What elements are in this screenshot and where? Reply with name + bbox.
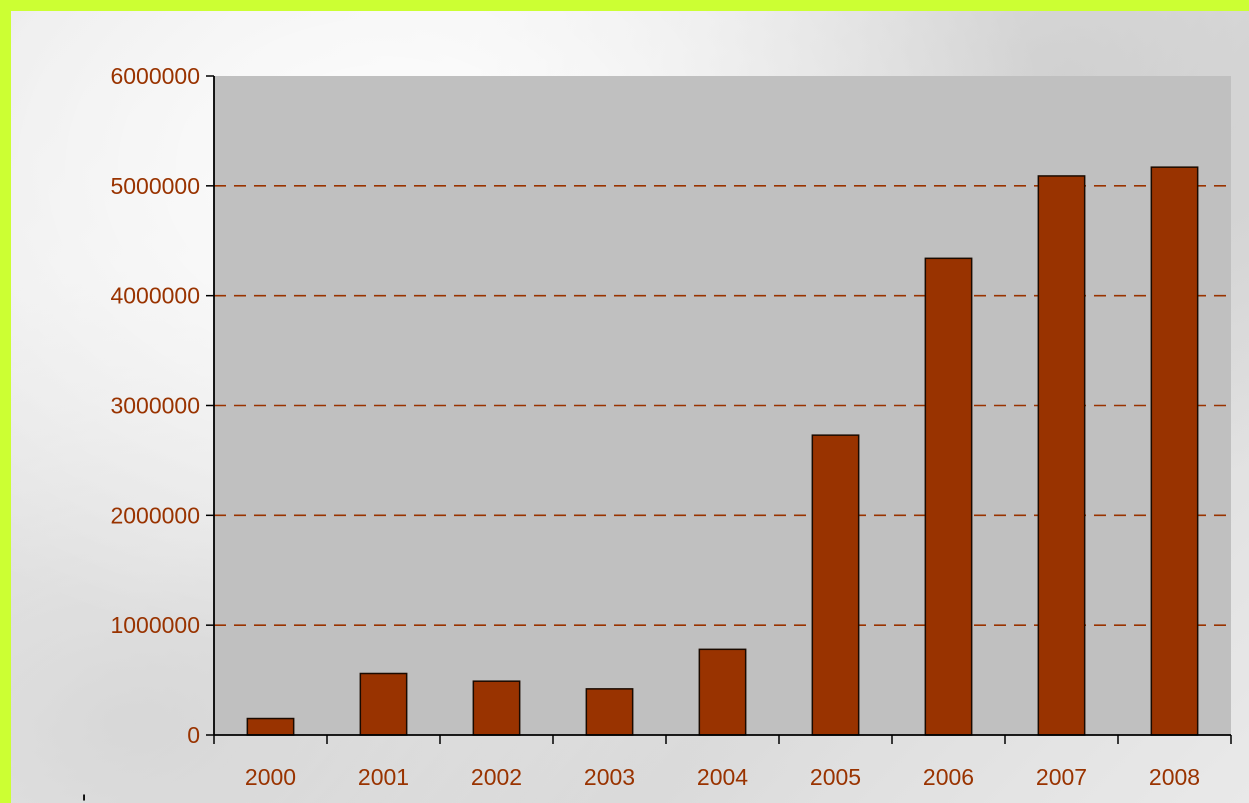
- bar-2008: [1150, 166, 1199, 736]
- tick-labels: 0 1000000 2000000 3000000 4000000 5000000 6000…: [110, 63, 1200, 790]
- axes: [206, 75, 1232, 744]
- y-tick-label: 6000000: [110, 63, 200, 89]
- bars: [246, 166, 1199, 736]
- x-tick-label: 2005: [810, 764, 861, 790]
- y-tick-label: 4000000: [110, 283, 200, 309]
- bar-chart: 0 1000000 2000000 3000000 4000000 5000000 6000…: [81, 63, 1232, 803]
- x-tick-label: 2003: [584, 764, 635, 790]
- stray-mark: ': [81, 792, 87, 803]
- y-tick-label: 3000000: [110, 393, 200, 419]
- y-tick-label: 1000000: [110, 612, 200, 638]
- bar-2002: [472, 680, 521, 736]
- bar-2003: [585, 688, 634, 736]
- bar-2005: [811, 434, 860, 736]
- y-tick-label: 5000000: [110, 173, 200, 199]
- x-tick-label: 2001: [358, 764, 409, 790]
- x-tick-label: 2008: [1149, 764, 1200, 790]
- y-tick-label: 2000000: [110, 502, 200, 528]
- x-tick-label: 2000: [245, 764, 296, 790]
- bar-2000: [246, 717, 295, 736]
- x-tick-label: 2007: [1036, 764, 1087, 790]
- bar-2007: [1037, 175, 1086, 736]
- x-tick-label: 2002: [471, 764, 522, 790]
- bar-2004: [698, 648, 747, 736]
- bar-2006: [924, 257, 973, 736]
- bar-2001: [359, 672, 408, 736]
- x-tick-label: 2004: [697, 764, 748, 790]
- y-tick-label: 0: [187, 722, 200, 748]
- x-tick-label: 2006: [923, 764, 974, 790]
